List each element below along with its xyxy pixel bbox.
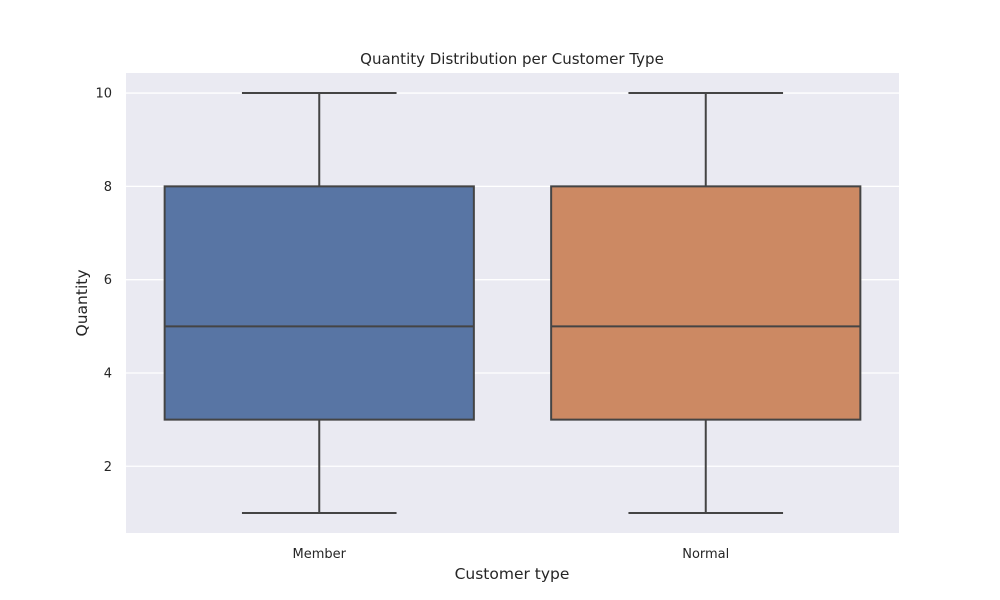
boxes <box>163 92 862 514</box>
y-tick-label: 10 <box>95 87 112 102</box>
x-tick-labels: Member Normal <box>293 547 730 562</box>
y-tick-labels: 2 4 6 8 10 <box>95 87 112 475</box>
y-tick-label: 8 <box>104 180 112 195</box>
y-tick-label: 6 <box>104 273 112 288</box>
x-tick-label: Member <box>293 547 347 562</box>
y-axis-label: Quantity <box>73 270 91 337</box>
y-tick-label: 4 <box>104 366 112 381</box>
x-tick-label: Normal <box>682 547 729 562</box>
iqr-box <box>550 185 862 421</box>
chart-title: Quantity Distribution per Customer Type <box>360 50 664 68</box>
box-normal <box>550 92 862 514</box>
y-tick-label: 2 <box>104 460 112 475</box>
iqr-box <box>163 185 475 421</box>
box-member <box>163 92 475 514</box>
x-axis-label: Customer type <box>455 565 570 583</box>
